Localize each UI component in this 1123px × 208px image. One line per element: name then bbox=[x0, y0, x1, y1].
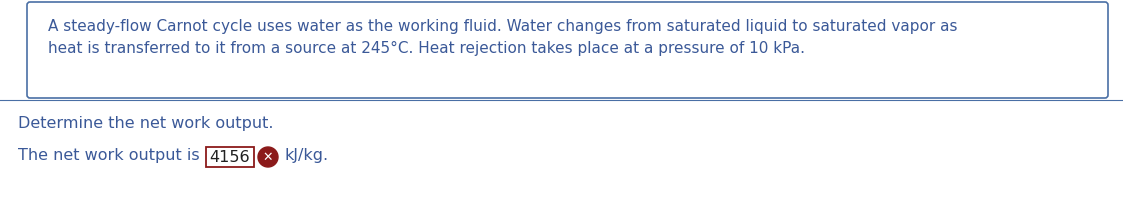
Text: 4156: 4156 bbox=[210, 150, 250, 165]
Text: kJ/kg.: kJ/kg. bbox=[284, 148, 328, 163]
Text: Determine the net work output.: Determine the net work output. bbox=[18, 116, 274, 131]
Text: The net work output is: The net work output is bbox=[18, 148, 204, 163]
FancyBboxPatch shape bbox=[27, 2, 1108, 98]
Text: A steady-flow Carnot cycle uses water as the working fluid. Water changes from s: A steady-flow Carnot cycle uses water as… bbox=[48, 19, 958, 34]
Text: heat is transferred to it from a source at 245°C. Heat rejection takes place at : heat is transferred to it from a source … bbox=[48, 41, 805, 56]
Circle shape bbox=[258, 147, 279, 167]
Text: ✕: ✕ bbox=[263, 151, 273, 163]
Bar bbox=[206, 147, 254, 167]
